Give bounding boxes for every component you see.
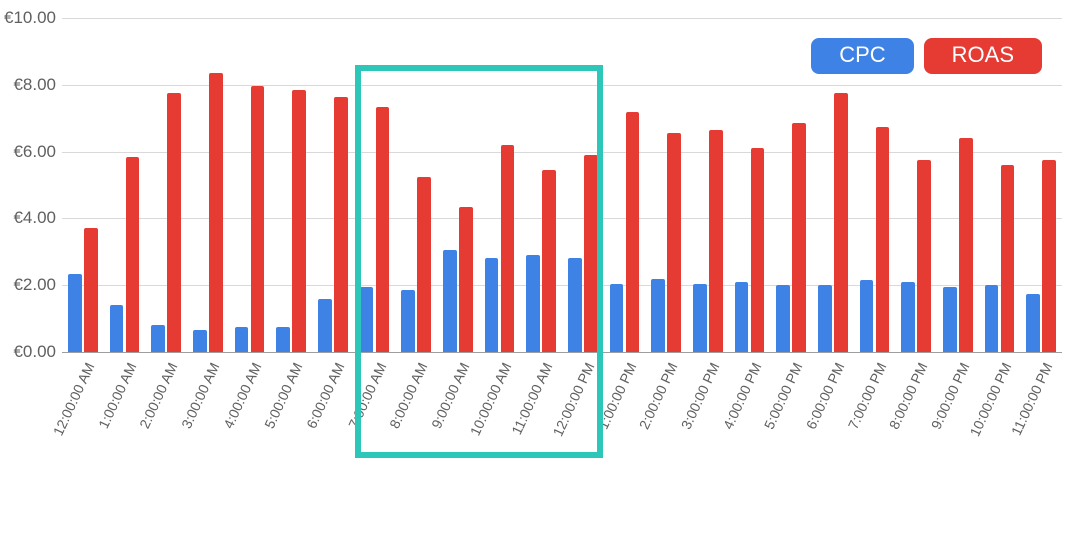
legend-item-cpc[interactable]: CPC: [811, 38, 913, 74]
legend-label: ROAS: [952, 42, 1014, 67]
bar-cpc: [735, 282, 749, 352]
x-tick-label: 8:00:00 AM: [386, 360, 430, 431]
bar-roas: [626, 112, 640, 352]
bar-cpc: [943, 287, 957, 352]
x-tick-label: 6:00:00 AM: [303, 360, 347, 431]
bar-cpc: [1026, 294, 1040, 352]
bar-cpc: [318, 299, 332, 352]
bar-roas: [84, 228, 98, 352]
bar-cpc: [401, 290, 415, 352]
x-tick-label: 3:00:00 AM: [178, 360, 222, 431]
bar-roas: [834, 93, 848, 352]
x-tick-label: 2:00:00 PM: [636, 360, 681, 432]
x-tick-label: 9:00:00 PM: [928, 360, 973, 432]
x-tick-label: 4:00:00 AM: [220, 360, 264, 431]
x-tick-label: 7:00:00 PM: [844, 360, 889, 432]
legend-item-roas[interactable]: ROAS: [924, 38, 1042, 74]
x-tick-label: 9:00:00 AM: [428, 360, 472, 431]
hourly-cpc-roas-chart: €0.00 €2.00 €4.00 €6.00 €8.00 €10.00 12:00:00…: [0, 0, 1080, 537]
bar-cpc: [485, 258, 499, 352]
x-tick-label: 11:00:00 PM: [1008, 360, 1056, 438]
x-tick-label: 12:00:00 AM: [50, 360, 98, 438]
bar-roas: [126, 157, 140, 352]
x-tick-label: 11:00:00 AM: [508, 360, 555, 437]
bar-cpc: [985, 285, 999, 352]
bar-cpc: [776, 285, 790, 352]
bar-roas: [584, 155, 598, 352]
bar-roas: [209, 73, 223, 352]
bar-roas: [876, 127, 890, 352]
x-tick-label: 7:00:00 AM: [345, 360, 389, 431]
bar-cpc: [526, 255, 540, 352]
bar-cpc: [235, 327, 249, 352]
bar-roas: [1001, 165, 1015, 352]
bar-roas: [792, 123, 806, 352]
bar-cpc: [110, 305, 124, 352]
bar-roas: [292, 90, 306, 352]
bar-roas: [751, 148, 765, 352]
y-tick-label: €8.00: [0, 75, 56, 95]
x-tick-label: 5:00:00 AM: [261, 360, 305, 431]
x-tick-label: 1:00:00 PM: [594, 360, 639, 432]
bar-cpc: [901, 282, 915, 352]
x-tick-label: 6:00:00 PM: [803, 360, 848, 432]
legend: CPC ROAS: [811, 38, 1042, 74]
x-tick-label: 10:00:00 PM: [966, 360, 1014, 439]
x-tick-label: 10:00:00 AM: [466, 360, 514, 438]
bar-roas: [376, 107, 390, 352]
bar-roas: [667, 133, 681, 352]
x-tick-label: 8:00:00 PM: [886, 360, 931, 432]
bar-roas: [709, 130, 723, 352]
bar-roas: [959, 138, 973, 352]
bar-cpc: [651, 279, 665, 352]
bar-cpc: [693, 284, 707, 352]
y-tick-label: €2.00: [0, 275, 56, 295]
bar-roas: [251, 86, 265, 352]
bar-roas: [459, 207, 473, 352]
bar-cpc: [568, 258, 582, 352]
x-tick-label: 2:00:00 AM: [136, 360, 180, 431]
bar-roas: [917, 160, 931, 352]
x-tick-label: 5:00:00 PM: [761, 360, 806, 432]
bar-cpc: [818, 285, 832, 352]
bar-roas: [334, 97, 348, 353]
bar-cpc: [860, 280, 874, 352]
bar-cpc: [276, 327, 290, 352]
x-tick-label: 1:00:00 AM: [95, 360, 139, 431]
bar-roas: [501, 145, 515, 352]
x-tick-label: 3:00:00 PM: [678, 360, 723, 432]
bar-roas: [1042, 160, 1056, 352]
bar-cpc: [193, 330, 207, 352]
x-tick-label: 4:00:00 PM: [719, 360, 764, 432]
y-tick-label: €10.00: [0, 8, 56, 28]
bar-cpc: [360, 287, 374, 352]
x-tick-label: 12:00:00 PM: [549, 360, 597, 439]
y-tick-label: €6.00: [0, 142, 56, 162]
bar-cpc: [68, 274, 82, 352]
legend-label: CPC: [839, 42, 885, 67]
y-tick-label: €0.00: [0, 342, 56, 362]
bar-cpc: [610, 284, 624, 352]
bar-cpc: [443, 250, 457, 352]
bar-roas: [167, 93, 181, 352]
y-tick-label: €4.00: [0, 208, 56, 228]
bar-roas: [417, 177, 431, 352]
bar-roas: [542, 170, 556, 352]
bar-cpc: [151, 325, 165, 352]
gridline: [62, 352, 1062, 353]
